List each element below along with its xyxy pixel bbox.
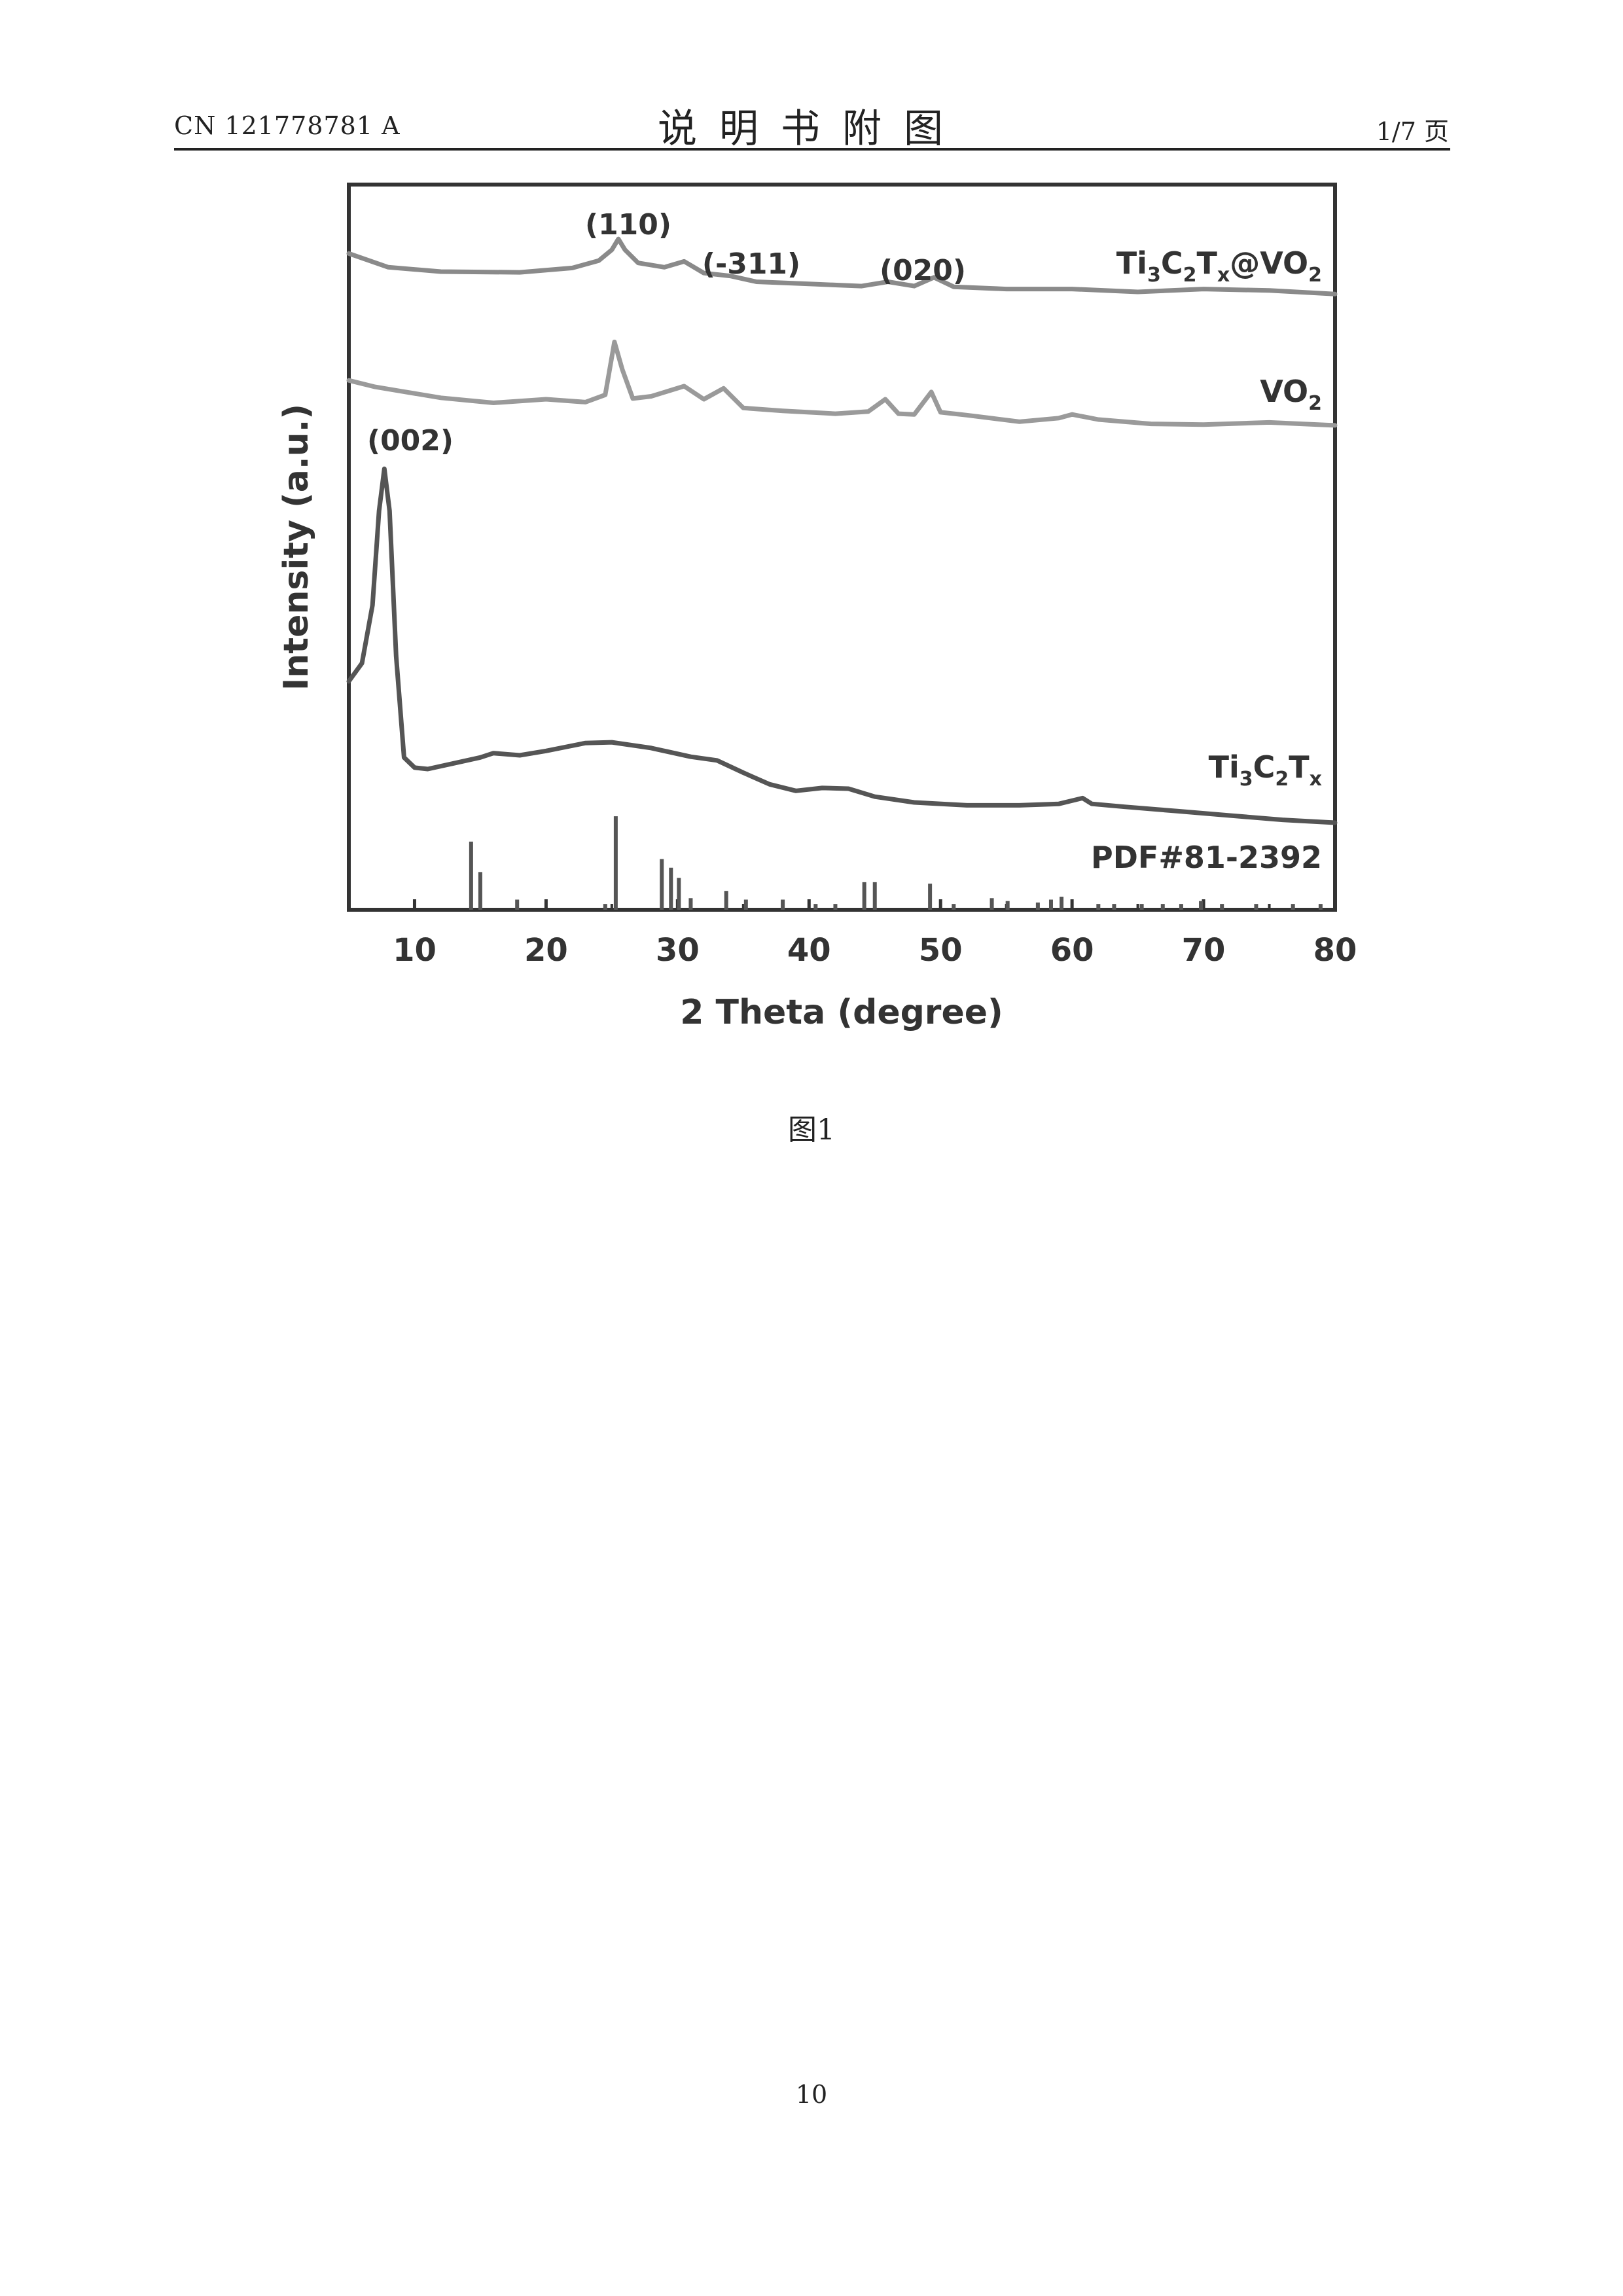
- x-tick-label: 30: [656, 932, 700, 969]
- series-label-ti3c2tx: Ti3C2Tx: [1209, 749, 1322, 791]
- figure-caption: 图1: [788, 1113, 835, 1147]
- series-line-0: [346, 236, 1338, 296]
- series-line-2: [346, 466, 1338, 825]
- reference-sticks: [469, 816, 1323, 910]
- x-tick-label: 80: [1313, 932, 1357, 969]
- series-label-pdf: PDF#81-2392: [1091, 840, 1322, 875]
- page-of-pages: 1/7 页: [1376, 117, 1449, 146]
- annotation-neg311: (-311): [702, 247, 800, 281]
- plot-frame: [347, 183, 1337, 912]
- x-tick-label: 20: [524, 932, 568, 969]
- series-lines: [346, 236, 1338, 825]
- x-tick-label: 60: [1050, 932, 1094, 969]
- x-tick-label: 40: [787, 932, 831, 969]
- x-axis-label: 2 Theta (degree): [680, 993, 1003, 1032]
- series-label-ti3c2tx-vo2: Ti3C2Tx@VO2: [1116, 245, 1322, 287]
- document-number: CN 121778781 A: [174, 111, 401, 140]
- x-tick-label: 50: [919, 932, 963, 969]
- annotation-020: (020): [880, 254, 966, 287]
- header-rule: [174, 148, 1450, 151]
- annotation-002: (002): [367, 424, 454, 457]
- annotation-110: (110): [585, 208, 671, 242]
- series-label-vo2: VO2: [1260, 374, 1322, 415]
- y-axis-label: Intensity (a.u.): [277, 404, 316, 691]
- section-title: 说明书附图: [658, 106, 965, 152]
- x-tick-label: 10: [393, 932, 437, 969]
- xrd-chart: 10 20 30 40 50 60 70 80 Intensity (a.u.) 2 Thet…: [277, 183, 1357, 1032]
- x-tick-label: 70: [1182, 932, 1226, 969]
- series-line-1: [346, 339, 1338, 428]
- x-ticks: 10 20 30 40 50 60 70 80: [348, 899, 1357, 969]
- page-number: 10: [795, 2080, 828, 2109]
